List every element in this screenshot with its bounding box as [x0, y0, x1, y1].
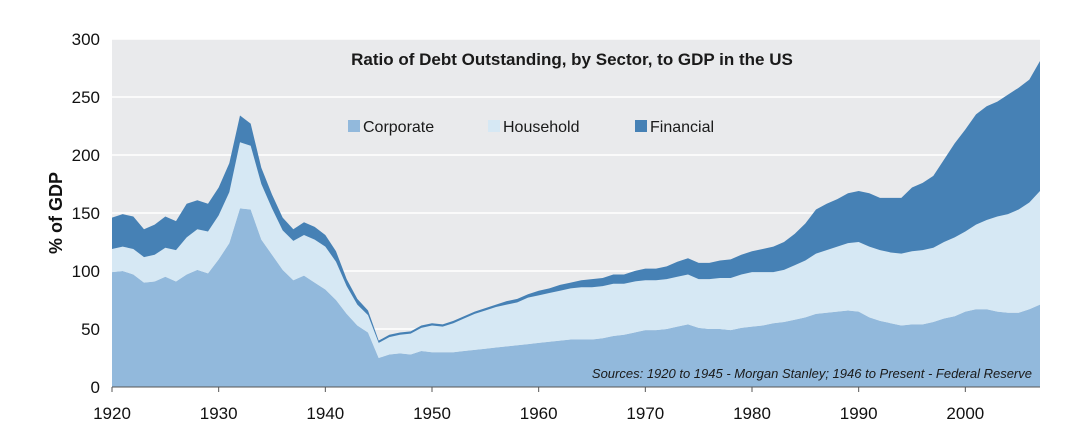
x-tick-label-1930: 1930 [200, 404, 238, 423]
x-tick-label-1980: 1980 [733, 404, 771, 423]
x-tick-label-1970: 1970 [626, 404, 664, 423]
legend-label-household: Household [503, 119, 580, 136]
legend-swatch-household [488, 120, 500, 132]
y-tick-label-100: 100 [72, 262, 100, 281]
chart-title: Ratio of Debt Outstanding, by Sector, to… [351, 50, 793, 69]
legend-swatch-corporate [348, 120, 360, 132]
source-annotation: Sources: 1920 to 1945 - Morgan Stanley; … [592, 366, 1032, 381]
x-tick-label-1920: 1920 [93, 404, 131, 423]
x-tick-label-1990: 1990 [840, 404, 878, 423]
area-household [112, 142, 1040, 358]
y-tick-label-300: 300 [72, 30, 100, 49]
area-financial [112, 61, 1040, 343]
area-series [112, 61, 1040, 387]
x-tick-label-2000: 2000 [946, 404, 984, 423]
y-axis-title: % of GDP [46, 172, 66, 254]
legend-swatch-financial [635, 120, 647, 132]
legend-label-financial: Financial [650, 119, 714, 136]
x-tick-label-1950: 1950 [413, 404, 451, 423]
y-tick-label-0: 0 [91, 378, 100, 397]
legend: Corporate Household Financial [348, 119, 714, 136]
area-corporate [112, 208, 1040, 387]
y-tick-label-250: 250 [72, 88, 100, 107]
axes: 1920 1930 1940 1950 1960 1970 1980 1990 2000 0 50 1… [72, 30, 1040, 423]
x-tick-label-1960: 1960 [520, 404, 558, 423]
legend-label-corporate: Corporate [363, 119, 434, 136]
y-tick-label-50: 50 [81, 320, 100, 339]
y-tick-label-200: 200 [72, 146, 100, 165]
y-tick-label-150: 150 [72, 204, 100, 223]
x-tick-label-1940: 1940 [306, 404, 344, 423]
